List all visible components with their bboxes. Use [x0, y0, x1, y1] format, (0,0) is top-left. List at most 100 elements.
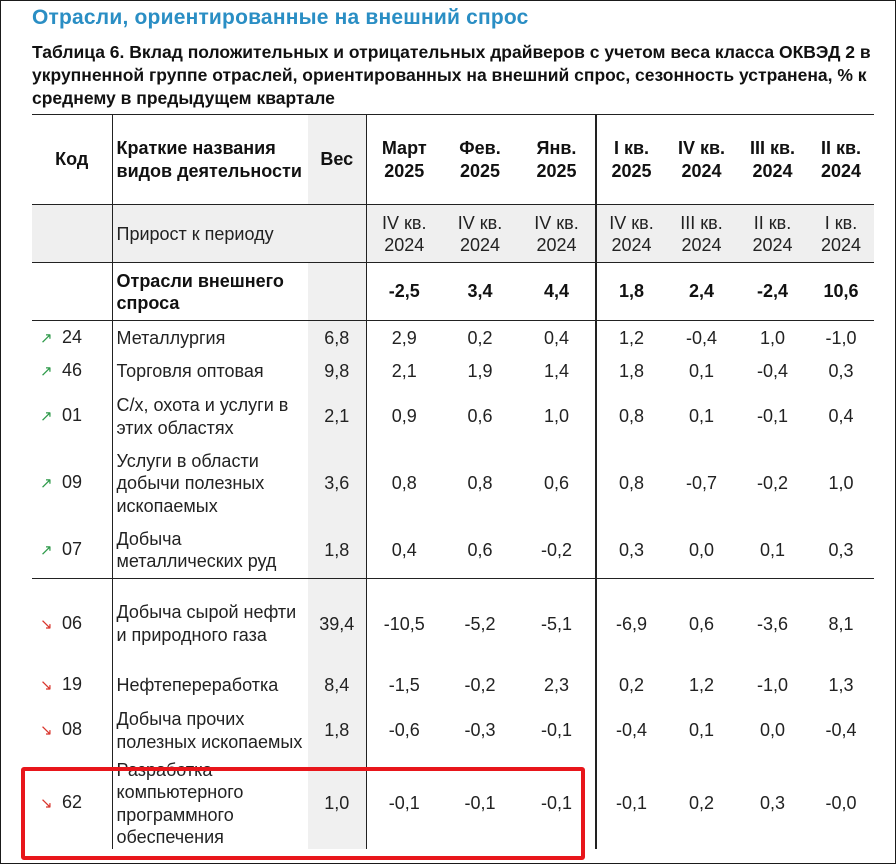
total-value: -2,5 — [388, 281, 420, 301]
row-value: -0,4 — [685, 327, 718, 348]
row-name: Услуги в области добычи полезных ископае… — [116, 450, 265, 516]
row-name: Добыча прочих полезных ископаемых — [116, 709, 303, 752]
header-period-3: I кв. 2025 — [596, 114, 666, 205]
row-value: 0,0 — [759, 720, 786, 741]
row-value: 0,3 — [759, 793, 786, 814]
growth-period-4: III кв. 2024 — [680, 212, 723, 255]
growth-period-5: II кв. 2024 — [752, 212, 793, 255]
row-weight: 1,8 — [308, 522, 367, 579]
row-value: 2,1 — [391, 361, 417, 382]
total-value: 3,4 — [467, 281, 493, 301]
row-value: 2,9 — [391, 327, 417, 348]
arrow-down-right-icon: ↘ — [40, 722, 53, 740]
row-value: -0,7 — [685, 473, 718, 494]
table-row: ↗ 09 Услуги в области добычи полезных иско… — [32, 444, 874, 523]
header-period-1: Фев. 2025 — [442, 114, 518, 205]
row-name: Нефтепереработка — [116, 675, 279, 696]
growth-period-6: I кв. 2024 — [820, 212, 862, 255]
table-row: ↗ 24 Металлургия 6,8 2,9 0,2 0,4 1,2 -0,4 1,0 -1,0 — [32, 320, 874, 355]
arrow-up-right-icon: ↗ — [40, 363, 53, 381]
row-value: -6,9 — [596, 578, 666, 669]
row-value: -0,6 — [388, 720, 420, 741]
arrow-up-right-icon: ↗ — [40, 329, 53, 347]
row-value: 0,4 — [391, 540, 417, 560]
row-value: -10,5 — [366, 578, 442, 669]
arrow-down-right-icon: ↘ — [40, 677, 53, 695]
row-weight: 39,4 — [308, 578, 367, 669]
row-weight: 2,1 — [308, 388, 367, 445]
row-value: 0,3 — [618, 540, 645, 560]
total-label: Отрасли внешнего спроса — [116, 270, 284, 313]
row-value: 0,6 — [666, 578, 737, 669]
arrow-up-right-icon: ↗ — [40, 408, 53, 426]
row-code: 08 — [62, 719, 83, 740]
arrow-down-right-icon: ↘ — [40, 615, 53, 633]
row-value: -5,2 — [442, 578, 518, 669]
header-period-6: II кв. 2024 — [808, 114, 874, 205]
total-row: Отрасли внешнего спроса -2,5 3,4 4,4 1,8… — [32, 262, 874, 321]
header-name: Краткие названия видов деятельности — [112, 114, 308, 205]
row-value: 0,6 — [518, 444, 597, 523]
row-value: -0,1 — [388, 793, 420, 814]
row-value: 0,4 — [518, 320, 597, 355]
row-value: 0,1 — [688, 406, 715, 427]
row-value: 0,3 — [828, 361, 854, 382]
row-value: 0,1 — [759, 540, 786, 560]
row-value: 0,1 — [688, 720, 715, 741]
row-value: 0,3 — [828, 540, 854, 560]
total-value: 10,6 — [823, 281, 859, 301]
row-code: 01 — [62, 405, 83, 426]
row-value: 1,4 — [518, 354, 597, 389]
growth-label: Прирост к периоду — [116, 223, 274, 244]
total-value: 2,4 — [688, 281, 715, 301]
row-value: -0,4 — [756, 361, 789, 382]
table-row: ↗ 01 С/х, охота и услуги в этих областях 2,… — [32, 388, 874, 445]
table-row: ↘ 19 Нефтепереработка 8,4 -1,5 -0,2 2,3 0,2 1,2 -… — [32, 668, 874, 703]
row-name: Разработка компьютерного программного об… — [116, 759, 244, 848]
row-value: -0,1 — [518, 758, 597, 849]
data-rows: ↗ 24 Металлургия 6,8 2,9 0,2 0,4 1,2 -0,4 1,0 -1,0… — [32, 320, 874, 849]
growth-period-3: IV кв. 2024 — [609, 212, 654, 255]
table-row: ↘ 06 Добыча сырой нефти и природного газа 3… — [32, 578, 874, 669]
row-name: Торговля оптовая — [116, 361, 264, 382]
table-row: ↗ 07 Добыча металлических руд 1,8 0,4 0,6 -0,2… — [32, 522, 874, 579]
row-value: 0,6 — [467, 540, 493, 560]
row-code: 24 — [62, 326, 83, 347]
row-value: 1,3 — [828, 675, 854, 696]
row-value: -0,1 — [464, 793, 496, 814]
total-value: 1,8 — [618, 281, 645, 301]
row-value: -0,4 — [825, 720, 857, 741]
growth-period-1: IV кв. 2024 — [457, 212, 503, 255]
row-code: 62 — [62, 792, 83, 813]
row-value: 1,2 — [688, 675, 715, 696]
row-value: 1,0 — [828, 473, 854, 494]
header-period-0: Март 2025 — [366, 114, 442, 205]
row-value: 0,6 — [467, 406, 493, 427]
row-value: 0,9 — [391, 406, 417, 427]
row-value: 0,8 — [467, 473, 493, 494]
row-value: -0,2 — [756, 473, 789, 494]
table-row: ↘ 08 Добыча прочих полезных ископаемых 1,8-… — [32, 702, 874, 759]
row-code: 19 — [62, 674, 83, 695]
row-value: 1,9 — [467, 361, 493, 382]
row-weight: 1,8 — [308, 702, 367, 759]
row-value: -0,2 — [518, 522, 597, 579]
row-value: 1,8 — [618, 361, 645, 382]
row-name: С/х, охота и услуги в этих областях — [116, 395, 289, 438]
row-value: 0,8 — [618, 406, 645, 427]
row-value: 2,3 — [518, 668, 597, 703]
row-value: 8,1 — [808, 578, 874, 669]
row-value: 0,1 — [688, 361, 715, 382]
section-title: Отрасли, ориентированные на внешний спро… — [32, 6, 529, 29]
table-row: ↘ 62 Разработка компьютерного программного… — [32, 758, 874, 849]
row-code: 06 — [62, 612, 83, 633]
row-value: -0,1 — [518, 702, 597, 759]
row-value: -1,5 — [388, 675, 420, 696]
arrow-down-right-icon: ↘ — [40, 795, 53, 813]
header-code: Код — [32, 114, 113, 205]
header-period-4: IV кв. 2024 — [666, 114, 737, 205]
row-value: -0,1 — [756, 406, 789, 427]
row-value: 1,2 — [618, 327, 645, 348]
row-weight: 1,0 — [308, 758, 367, 849]
table-row: ↗ 46 Торговля оптовая 9,8 2,1 1,9 1,4 1,8 0,1 -0,… — [32, 354, 874, 389]
